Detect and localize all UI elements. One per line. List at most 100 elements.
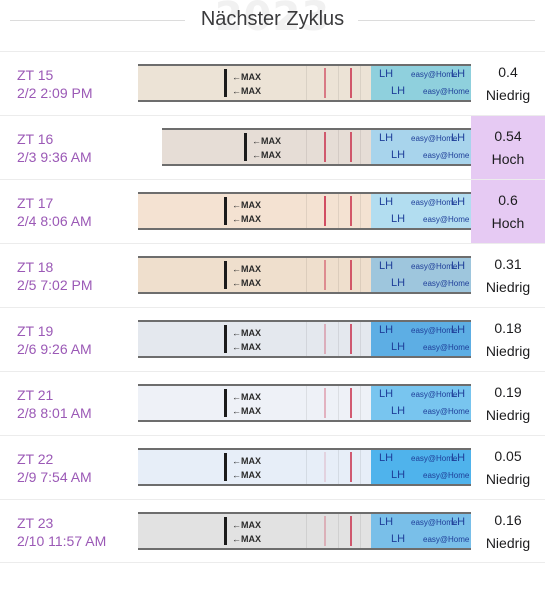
test-row[interactable]: ZT 15 2/2 2:09 PM ←MAX ←MAX LH easy@Home LH LH e…	[0, 51, 545, 115]
test-date: ZT 21 2/8 8:01 AM	[17, 386, 92, 422]
max-label: ←MAX	[232, 86, 261, 96]
test-line	[324, 68, 326, 98]
test-list: ZT 15 2/2 2:09 PM ←MAX ←MAX LH easy@Home LH LH e…	[0, 51, 545, 563]
test-row[interactable]: ZT 22 2/9 7:54 AM ←MAX ←MAX LH easy@Home LH LH e…	[0, 435, 545, 499]
test-strip-photo[interactable]: ←MAX ←MAX LH easy@Home LH LH easy@Home	[138, 192, 471, 230]
handle-print: easy@Home	[411, 518, 458, 527]
max-label: ←MAX	[232, 264, 261, 274]
handle-print: LH	[391, 405, 406, 417]
max-line-mark	[224, 261, 227, 289]
lh-level: Niedrig	[485, 87, 531, 103]
strip-paper	[138, 386, 371, 420]
test-strip-photo[interactable]: ←MAX ←MAX LH easy@Home LH LH easy@Home	[138, 512, 471, 550]
lh-result: 0.05 Niedrig	[471, 436, 545, 500]
test-line	[324, 388, 326, 418]
lh-level: Niedrig	[485, 535, 531, 551]
test-strip-photo[interactable]: ←MAX ←MAX LH easy@Home LH LH easy@Home	[138, 448, 471, 486]
test-date: ZT 16 2/3 9:36 AM	[17, 130, 92, 166]
control-line	[350, 196, 352, 226]
strip-window-edge	[338, 194, 339, 228]
test-date: ZT 15 2/2 2:09 PM	[17, 66, 93, 102]
test-strip-photo[interactable]: ←MAX ←MAX LH easy@Home LH LH easy@Home	[138, 64, 471, 102]
lh-result: 0.18 Niedrig	[471, 308, 545, 372]
test-timestamp: 2/8 8:01 AM	[17, 405, 92, 421]
test-strip-photo[interactable]: ←MAX ←MAX LH easy@Home LH LH easy@Home	[138, 384, 471, 422]
handle-print: easy@Home	[411, 198, 458, 207]
handle-print: easy@Home	[423, 151, 470, 160]
max-line-mark	[224, 197, 227, 225]
cycle-day-label: ZT 15	[17, 67, 54, 83]
lh-result: 0.54 Hoch	[471, 116, 545, 180]
strip-window-edge	[338, 258, 339, 292]
strip-window-edge	[360, 514, 361, 548]
test-row[interactable]: ZT 16 2/3 9:36 AM ←MAX ←MAX LH easy@Home LH LH e…	[0, 115, 545, 180]
lh-ratio: 0.31	[494, 256, 522, 272]
strip-window-edge	[306, 322, 307, 356]
test-strip-photo[interactable]: ←MAX ←MAX LH easy@Home LH LH easy@Home	[162, 128, 471, 166]
handle-print: LH	[379, 388, 394, 400]
cycle-day-label: ZT 22	[17, 451, 54, 467]
lh-result: 0.16 Niedrig	[471, 500, 545, 564]
test-strip-photo[interactable]: ←MAX ←MAX LH easy@Home LH LH easy@Home	[138, 320, 471, 358]
strip-handle: LH easy@Home LH LH easy@Home	[371, 66, 471, 100]
test-row[interactable]: ZT 18 2/5 7:02 PM ←MAX ←MAX LH easy@Home LH LH e…	[0, 243, 545, 307]
strip-handle: LH easy@Home LH LH easy@Home	[371, 322, 471, 356]
test-date: ZT 23 2/10 11:57 AM	[17, 514, 106, 550]
test-line	[324, 452, 326, 482]
handle-print: LH	[451, 388, 466, 400]
test-timestamp: 2/2 2:09 PM	[17, 85, 93, 101]
max-label: ←MAX	[232, 456, 261, 466]
lh-result: 0.4 Niedrig	[471, 52, 545, 116]
test-timestamp: 2/4 8:06 AM	[17, 213, 92, 229]
cycle-day-label: ZT 21	[17, 387, 54, 403]
cycle-header: 2023 Nächster Zyklus	[0, 0, 545, 40]
strip-window-edge	[338, 386, 339, 420]
handle-print: easy@Home	[423, 215, 470, 224]
test-timestamp: 2/3 9:36 AM	[17, 149, 92, 165]
lh-ratio: 0.4	[498, 64, 518, 80]
header-divider-left	[10, 20, 185, 21]
cycle-day-label: ZT 17	[17, 195, 54, 211]
lh-level: Hoch	[491, 151, 525, 167]
max-label: ←MAX	[232, 392, 261, 402]
handle-print: LH	[391, 85, 406, 97]
handle-print: easy@Home	[411, 134, 458, 143]
strip-window-edge	[360, 322, 361, 356]
header-divider-right	[358, 20, 535, 21]
strip-window-edge	[306, 194, 307, 228]
strip-handle: LH easy@Home LH LH easy@Home	[371, 386, 471, 420]
handle-print: LH	[379, 68, 394, 80]
lh-level: Niedrig	[485, 343, 531, 359]
max-line-mark	[224, 69, 227, 97]
cycle-day-label: ZT 16	[17, 131, 54, 147]
lh-ratio: 0.16	[494, 512, 522, 528]
handle-print: LH	[391, 213, 406, 225]
strip-window-edge	[306, 450, 307, 484]
handle-print: easy@Home	[411, 262, 458, 271]
test-line	[324, 516, 326, 546]
strip-window-edge	[338, 514, 339, 548]
max-label: ←MAX	[252, 136, 281, 146]
lh-ratio: 0.18	[494, 320, 522, 336]
test-row[interactable]: ZT 19 2/6 9:26 AM ←MAX ←MAX LH easy@Home LH LH e…	[0, 307, 545, 371]
control-line	[350, 388, 352, 418]
test-date: ZT 19 2/6 9:26 AM	[17, 322, 92, 358]
test-row[interactable]: ZT 17 2/4 8:06 AM ←MAX ←MAX LH easy@Home LH LH e…	[0, 179, 545, 244]
strip-window-edge	[360, 450, 361, 484]
strip-paper	[138, 322, 371, 356]
test-row[interactable]: ZT 23 2/10 11:57 AM ←MAX ←MAX LH easy@Home LH L…	[0, 499, 545, 563]
handle-print: easy@Home	[423, 343, 470, 352]
handle-print: LH	[391, 277, 406, 289]
handle-print: LH	[379, 196, 394, 208]
test-row[interactable]: ZT 21 2/8 8:01 AM ←MAX ←MAX LH easy@Home LH LH e…	[0, 371, 545, 435]
handle-print: LH	[379, 132, 394, 144]
lh-level: Niedrig	[485, 471, 531, 487]
max-line-mark	[224, 453, 227, 481]
control-line	[350, 132, 352, 162]
lh-ratio: 0.6	[498, 192, 518, 208]
max-line-mark	[224, 517, 227, 545]
test-strip-photo[interactable]: ←MAX ←MAX LH easy@Home LH LH easy@Home	[138, 256, 471, 294]
strip-window-edge	[306, 386, 307, 420]
strip-handle: LH easy@Home LH LH easy@Home	[371, 514, 471, 548]
handle-print: LH	[451, 260, 466, 272]
